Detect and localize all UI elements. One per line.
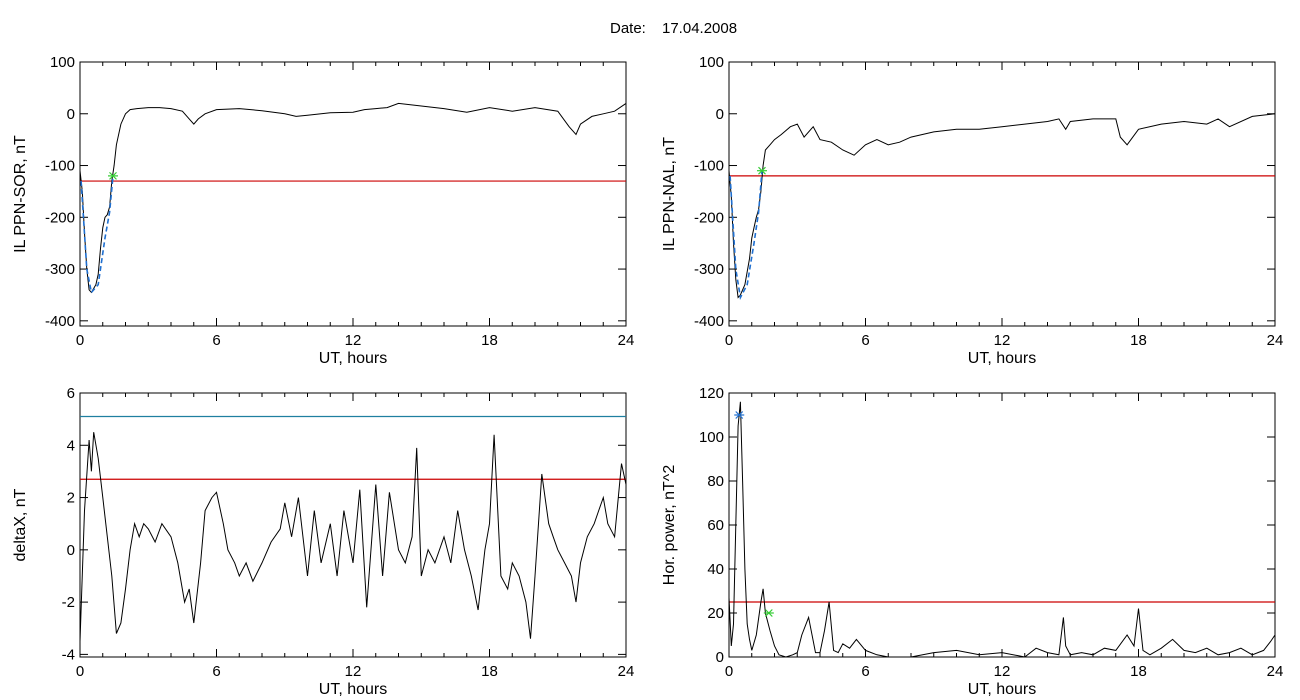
peak-marker [734, 411, 745, 419]
y-tick-label: 0 [716, 649, 724, 666]
y-tick-label: -400 [45, 313, 75, 330]
x-tick-label: 12 [994, 663, 1011, 680]
y-tick-label: 100 [699, 54, 724, 71]
y-tick-label: 60 [707, 517, 724, 534]
x-axis-label: UT, hours [968, 681, 1036, 698]
y-tick-label: 4 [67, 437, 75, 454]
plot-frame [79, 61, 627, 327]
y-tick-label: -4 [62, 646, 75, 663]
y-tick-label: 0 [67, 542, 75, 559]
y-tick-label: -300 [45, 261, 75, 278]
fit-segment [80, 175, 114, 295]
y-tick-label: 2 [67, 490, 75, 507]
y-tick-label: -200 [45, 209, 75, 226]
x-axis-label: UT, hours [968, 350, 1036, 367]
x-tick-label: 0 [76, 332, 84, 349]
x-tick-label: 6 [212, 663, 220, 680]
x-tick-label: 18 [1130, 663, 1147, 680]
y-tick-label: -300 [694, 261, 724, 278]
date-label: Date: [610, 20, 646, 37]
data-trace [79, 102, 627, 294]
onset-marker [763, 609, 774, 617]
x-tick-label: 6 [861, 663, 869, 680]
y-tick-label: -100 [45, 158, 75, 175]
x-tick-label: 24 [1267, 332, 1284, 349]
data-trace [728, 113, 1276, 299]
y-axis-label: Hor. power, nT^2 [661, 465, 678, 586]
x-tick-label: 0 [725, 663, 733, 680]
y-axis-label: IL PPN-SOR, nT [12, 135, 29, 253]
x-tick-label: 18 [1130, 332, 1147, 349]
x-tick-label: 0 [725, 332, 733, 349]
x-tick-label: 6 [212, 332, 220, 349]
y-tick-label: 40 [707, 561, 724, 578]
fit-segment [729, 170, 763, 300]
y-tick-label: 20 [707, 605, 724, 622]
onset-marker-stroke [109, 171, 117, 180]
chart-panel-4: 0 6 12 18 24 120 100 80 60 40 20 0 UT, hours Hor. pow… [661, 385, 1283, 698]
x-tick-label: 18 [481, 332, 498, 349]
y-tick-label: -100 [694, 158, 724, 175]
y-axis-label: IL PPN-NAL, nT [661, 137, 678, 251]
x-tick-label: 24 [618, 332, 635, 349]
x-tick-label: 12 [345, 663, 362, 680]
x-tick-label: 24 [618, 663, 635, 680]
y-axis-label: deltaX, nT [12, 488, 29, 561]
y-tick-label: -2 [62, 594, 75, 611]
data-trace [79, 432, 627, 642]
y-tick-label: 0 [67, 106, 75, 123]
x-axis-label: UT, hours [319, 681, 387, 698]
x-axis-label: UT, hours [319, 350, 387, 367]
onset-marker-stroke [764, 609, 773, 617]
onset-marker-stroke [758, 166, 766, 175]
x-tick-label: 18 [481, 663, 498, 680]
y-tick-label: 0 [716, 106, 724, 123]
x-tick-label: 0 [76, 663, 84, 680]
x-tick-label: 6 [861, 332, 869, 349]
chart-panel-1: 0 6 12 18 24 100 0 -100 -200 -300 -400 UT, hours IL … [12, 54, 634, 367]
y-tick-label: 6 [67, 385, 75, 402]
y-tick-label: 120 [699, 385, 724, 402]
x-tick-label: 12 [994, 332, 1011, 349]
data-trace [728, 401, 1276, 658]
plot-frame [728, 392, 1276, 658]
y-tick-label: 100 [50, 54, 75, 71]
chart-panel-3: 0 6 12 18 24 6 4 2 0 -2 -4 UT, hours deltaX, nT [12, 385, 634, 698]
x-tick-label: 12 [345, 332, 362, 349]
y-tick-label: -200 [694, 209, 724, 226]
date-value: 17.04.2008 [662, 20, 737, 37]
plot-frame [728, 61, 1276, 327]
y-tick-label: -400 [694, 313, 724, 330]
x-tick-label: 24 [1267, 663, 1284, 680]
y-tick-label: 80 [707, 473, 724, 490]
onset-marker [756, 166, 767, 175]
chart-panel-2: 0 6 12 18 24 100 0 -100 -200 -300 -400 UT, hours IL … [661, 54, 1283, 367]
y-tick-label: 100 [699, 429, 724, 446]
peak-marker-stroke [735, 411, 744, 419]
onset-marker [107, 171, 118, 180]
